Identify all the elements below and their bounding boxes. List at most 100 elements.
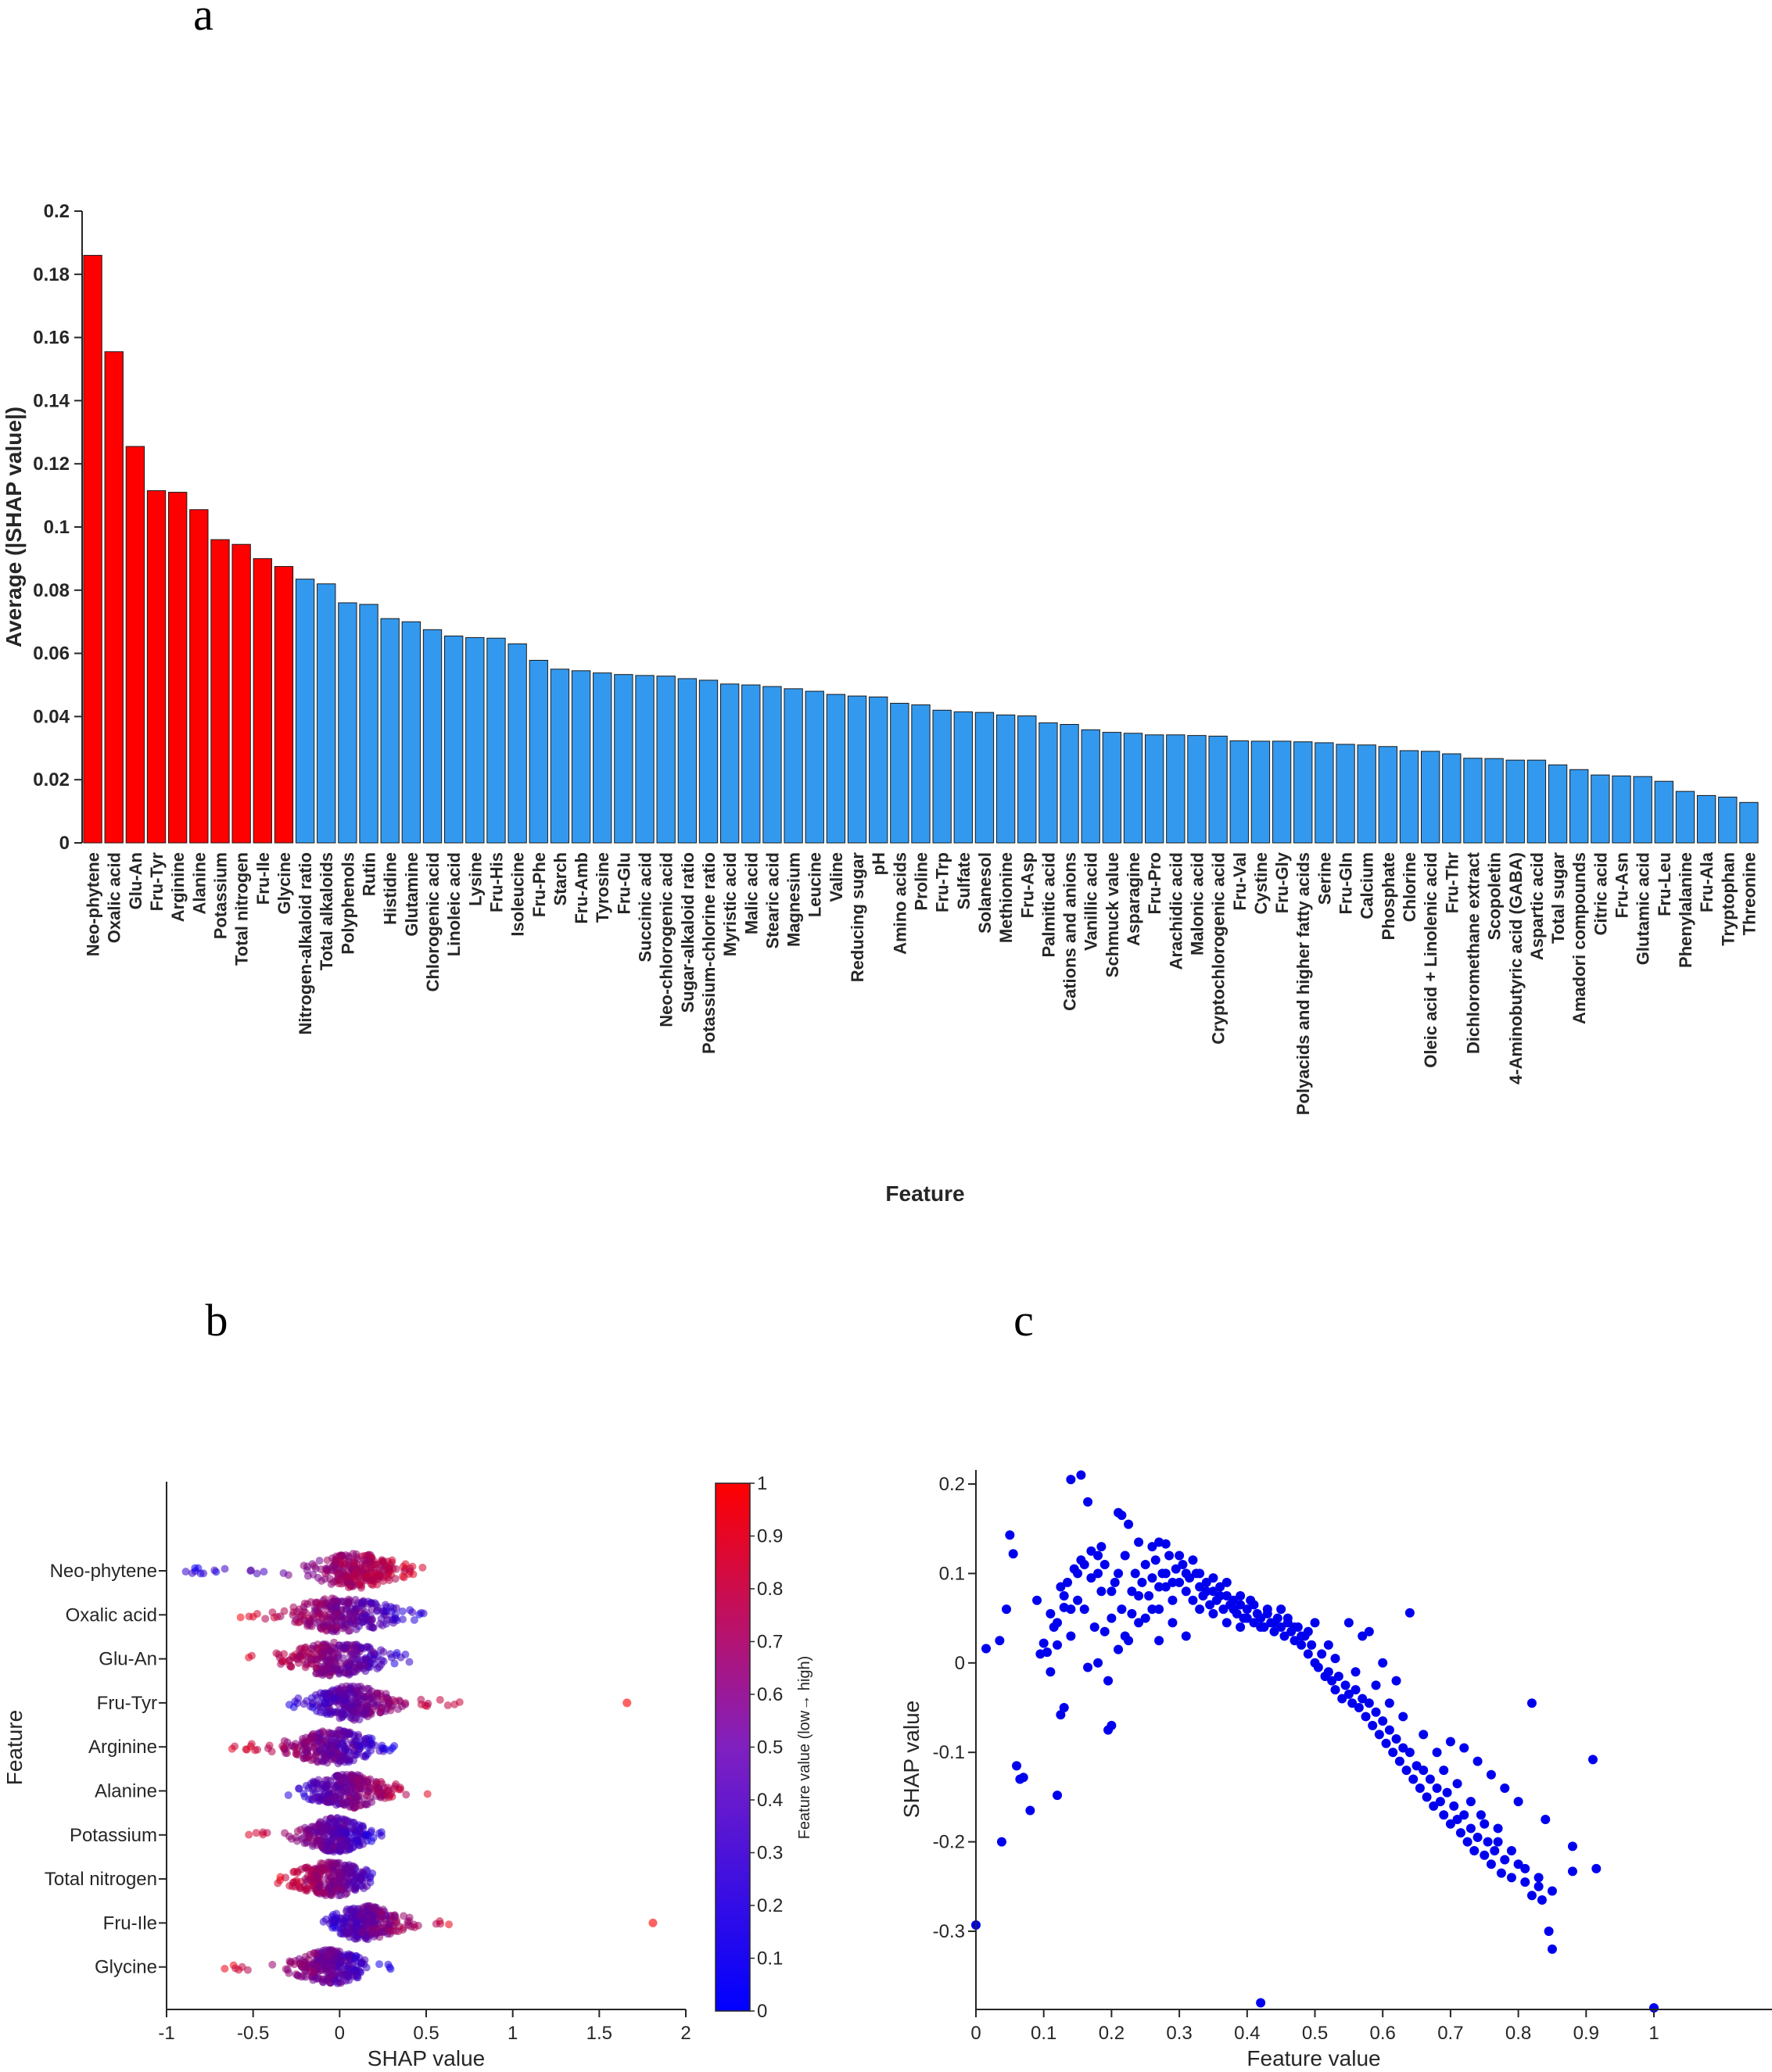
a-bar (1591, 774, 1610, 844)
b-point (323, 1556, 332, 1565)
a-x-tick-label: Fru-Asp (1017, 852, 1037, 918)
a-bar (1718, 796, 1738, 844)
c-point (1208, 1586, 1218, 1597)
b-point (385, 1576, 393, 1584)
c-point (1439, 1810, 1449, 1820)
c-point (1520, 1877, 1530, 1887)
b-point (332, 1557, 341, 1565)
a-x-tick-label: Lysine (465, 852, 485, 906)
c-point (1297, 1631, 1307, 1641)
b-point (342, 1669, 350, 1678)
c-point (1114, 1568, 1124, 1579)
b-point (343, 1614, 351, 1622)
c-point (1086, 1546, 1096, 1556)
c-point (1059, 1703, 1069, 1712)
a-x-tick-label: Glutamine (402, 852, 421, 937)
b-point (279, 1569, 288, 1578)
c-point (1465, 1797, 1476, 1807)
c-point (1056, 1582, 1066, 1592)
a-y-tick-label: 0 (59, 833, 70, 854)
a-x-tick-label: Polyacids and higher fatty acids (1293, 852, 1313, 1115)
b-point (390, 1659, 399, 1668)
a-bar (231, 543, 251, 844)
b-point (307, 1967, 315, 1976)
b-point (368, 1616, 376, 1625)
c-point (1412, 1761, 1422, 1771)
c-axes (975, 1470, 1772, 2010)
dependence-scatter-chart: -0.3 -0.2 -0.1 0 0.1 0.2 0 0.1 0.2 0.3 0.4 0.5 0.6 0… (899, 1470, 1772, 2070)
b-point (377, 1557, 386, 1565)
b-point (361, 1831, 370, 1840)
b-point (191, 1564, 199, 1572)
c-point (1012, 1761, 1022, 1771)
a-x-tick-label: Leucine (805, 852, 825, 917)
b-point (306, 1702, 314, 1711)
c-point (1195, 1604, 1205, 1615)
c-point (1323, 1640, 1333, 1650)
c-point (1425, 1774, 1435, 1784)
c-point (1025, 1805, 1035, 1816)
bar-chart-shap-importance: 00.020.040.060.080.10.120.140.160.180.2 … (2, 201, 1759, 1206)
c-point (1256, 1613, 1266, 1623)
a-x-axis-label: Feature (885, 1181, 964, 1206)
b-point (423, 1790, 432, 1798)
c-point (1056, 1710, 1066, 1720)
b-point (338, 1551, 346, 1560)
a-x-tick-label: Phenylalanine (1676, 852, 1695, 968)
b-point (357, 1959, 365, 1968)
c-point (1201, 1577, 1211, 1587)
b-point (221, 1964, 229, 1973)
a-bar (422, 629, 443, 844)
a-x-tick-label: Valine (827, 852, 846, 902)
c-point (1533, 1881, 1544, 1891)
a-bar (1017, 715, 1037, 844)
b-point (343, 1579, 352, 1587)
a-bar (1357, 744, 1376, 844)
a-x-tick-label: Reducing sugar (848, 852, 867, 983)
a-x-tick-label: Amadori compounds (1569, 852, 1589, 1024)
c-point (1099, 1559, 1110, 1569)
b-point (309, 1613, 317, 1622)
b-point (309, 1976, 317, 1984)
b-point (309, 1570, 317, 1579)
b-point (289, 1608, 298, 1616)
b-point (389, 1619, 397, 1627)
c-point (1114, 1644, 1124, 1654)
b-point (309, 1737, 317, 1746)
c-point (1249, 1618, 1259, 1628)
b-point (359, 1824, 368, 1833)
c-point (1452, 1779, 1462, 1789)
a-x-tick-label: Cystine (1251, 852, 1271, 914)
c-point (1354, 1703, 1364, 1712)
a-bar (677, 678, 698, 844)
c-point (1480, 1819, 1490, 1829)
b-y-tick-label: Fru-Ile (103, 1912, 157, 1934)
b-point (317, 1600, 325, 1608)
a-bar (1187, 735, 1207, 844)
c-point (1168, 1577, 1178, 1587)
b-point (337, 1756, 346, 1765)
colorbar-tick-label: 0.8 (757, 1579, 783, 1600)
b-point (353, 1651, 361, 1659)
b-point (419, 1609, 428, 1618)
b-point (282, 1749, 290, 1758)
b-point (417, 1700, 425, 1708)
c-point (1242, 1613, 1252, 1623)
c-point (1500, 1855, 1510, 1865)
b-point (236, 1613, 245, 1622)
a-bar (1463, 758, 1483, 844)
b-point (317, 1966, 325, 1974)
a-bar (401, 621, 421, 844)
a-x-tick-label: pH (869, 852, 888, 875)
b-point (373, 1689, 382, 1697)
c-x-tick-label: 0.3 (1166, 2023, 1192, 2044)
a-bar (1123, 733, 1143, 844)
colorbar-tick-label: 0.6 (757, 1684, 783, 1705)
c-point (1181, 1586, 1191, 1597)
a-bar (210, 539, 230, 844)
c-point (1249, 1600, 1259, 1610)
b-point (374, 1570, 382, 1579)
b-point (339, 1970, 348, 1979)
b-point (305, 1833, 314, 1841)
colorbar-tick-label: 0.1 (757, 1948, 783, 1970)
